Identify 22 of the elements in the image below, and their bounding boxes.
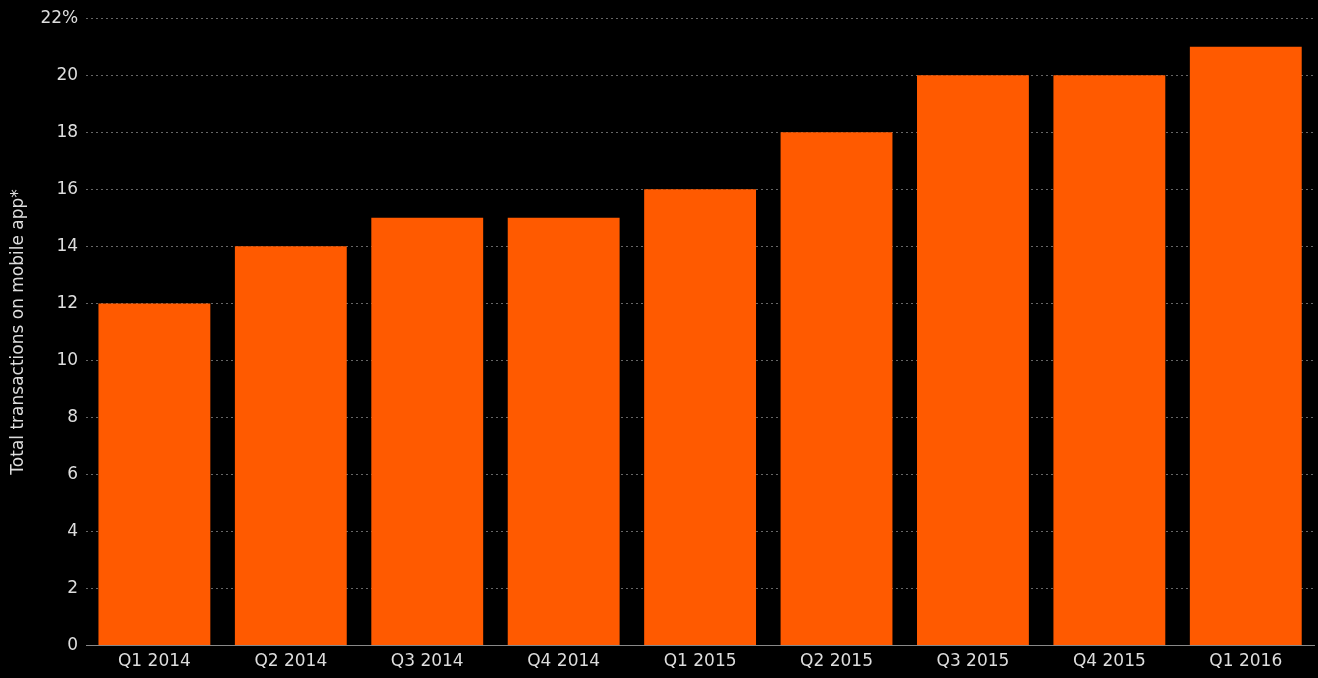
- y-axis-title: Total transactions on mobile app*: [6, 189, 27, 476]
- y-tick-label: 12: [56, 291, 79, 312]
- x-tick-label: Q1 2014: [117, 650, 191, 671]
- x-tick-label: Q1 2015: [663, 650, 737, 671]
- x-tick-label: Q3 2014: [390, 650, 464, 671]
- y-tick-label: 8: [67, 405, 79, 426]
- y-tick-label: 6: [67, 462, 79, 483]
- y-tick-label: 18: [56, 120, 79, 141]
- y-tick-label: 20: [56, 63, 79, 84]
- x-tick-label: Q2 2015: [800, 650, 873, 671]
- y-tick-label: 10: [56, 348, 79, 369]
- x-tick-label: Q4 2014: [527, 650, 601, 671]
- y-tick-label: 14: [56, 234, 79, 255]
- x-tick-label: Q4 2015: [1072, 650, 1146, 671]
- x-tick-label: Q1 2016: [1209, 650, 1283, 671]
- y-tick-label: 2: [67, 576, 79, 597]
- x-tick-label: Q3 2015: [936, 650, 1010, 671]
- y-tick-label: 16: [56, 177, 79, 198]
- x-tick-label: Q2 2014: [254, 650, 328, 671]
- y-tick-label: 0: [67, 634, 79, 655]
- y-tick-label: 22%: [40, 6, 79, 27]
- y-tick-label: 4: [67, 519, 79, 540]
